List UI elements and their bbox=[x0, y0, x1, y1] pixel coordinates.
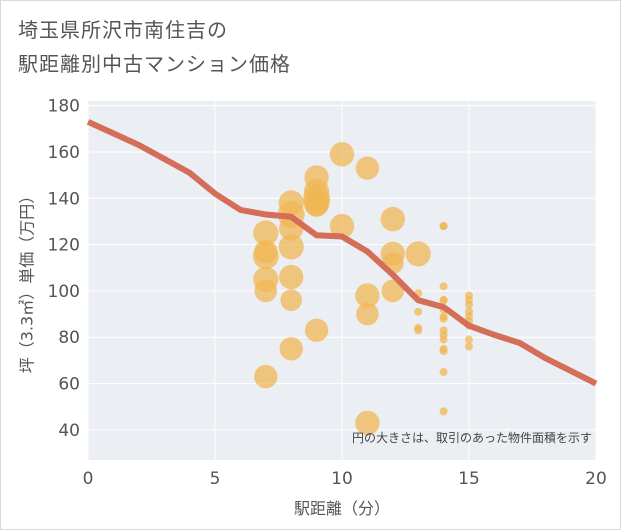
bubble-point bbox=[329, 213, 355, 239]
bubble-point bbox=[439, 367, 448, 376]
bubble-point bbox=[304, 193, 329, 217]
bubble-point bbox=[439, 222, 448, 231]
y-tick-label: 80 bbox=[58, 328, 80, 348]
bubble-point bbox=[280, 289, 303, 311]
bubble-point bbox=[439, 314, 448, 323]
bubble-point bbox=[252, 243, 279, 270]
y-tick-label: 60 bbox=[58, 375, 80, 395]
bubble-point bbox=[355, 156, 380, 180]
bubble-point bbox=[465, 335, 473, 344]
x-tick-labels: 0 5 10 15 20 bbox=[83, 469, 607, 489]
bubble-point bbox=[405, 241, 431, 267]
bubble-point bbox=[465, 300, 473, 309]
bubble-point bbox=[465, 342, 473, 351]
x-tick-label: 10 bbox=[331, 469, 353, 489]
y-tick-label: 40 bbox=[58, 421, 80, 441]
y-tick-label: 140 bbox=[48, 189, 80, 209]
bubble-point bbox=[279, 264, 304, 290]
bubble-point bbox=[254, 279, 278, 303]
bubble-point bbox=[439, 407, 448, 416]
y-tick-label: 180 bbox=[48, 97, 80, 117]
bubble-point bbox=[279, 337, 303, 361]
bubble-point bbox=[329, 142, 355, 167]
y-axis-title: 坪（3.3㎡）単価（万円） bbox=[18, 188, 37, 373]
bubble-point bbox=[355, 283, 380, 308]
bubble-point bbox=[356, 302, 379, 326]
bubble-point bbox=[381, 279, 405, 303]
bubble-point bbox=[254, 364, 278, 389]
grid-lines bbox=[87, 101, 597, 460]
y-tick-label: 120 bbox=[48, 236, 80, 256]
bubble-point bbox=[414, 307, 423, 316]
bubble-point bbox=[439, 347, 448, 356]
y-tick-labels: 40 60 80 100 120 140 160 180 bbox=[48, 97, 80, 441]
bubble-point bbox=[355, 410, 380, 436]
bubble-point bbox=[439, 282, 448, 291]
bubble-size-note: 円の大きさは、取引のあった物件面積を示す bbox=[352, 430, 592, 445]
chart-title-line1: 埼玉県所沢市南住吉の bbox=[18, 18, 228, 42]
bubble-point bbox=[439, 335, 448, 344]
bubble-point bbox=[253, 220, 279, 246]
trend-line bbox=[86, 119, 598, 387]
bubble-point bbox=[278, 234, 304, 260]
x-tick-label: 5 bbox=[210, 469, 221, 489]
bubble-point bbox=[304, 318, 329, 342]
x-tick-label: 15 bbox=[458, 469, 480, 489]
y-tick-label: 160 bbox=[48, 143, 80, 163]
x-axis-title: 駅距離（分） bbox=[294, 499, 390, 518]
x-tick-label: 0 bbox=[83, 469, 94, 489]
bubble-point bbox=[439, 296, 448, 305]
bubble-point bbox=[414, 326, 423, 335]
chart-title-line2: 駅距離別中古マンション価格 bbox=[18, 52, 291, 76]
bubble-point bbox=[380, 206, 405, 232]
y-tick-label: 100 bbox=[48, 282, 80, 302]
x-tick-label: 20 bbox=[585, 469, 607, 489]
